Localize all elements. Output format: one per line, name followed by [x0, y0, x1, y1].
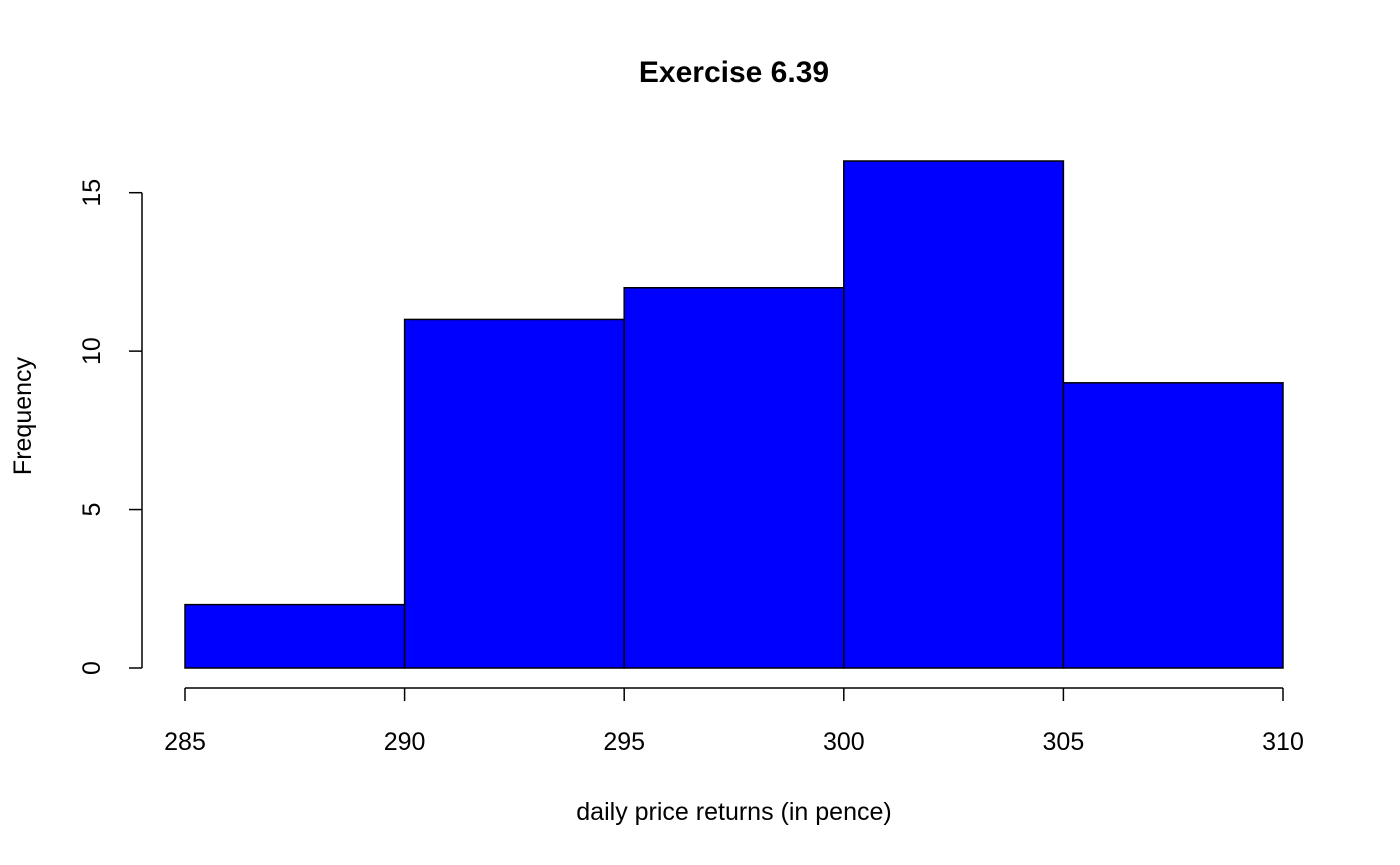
- x-tick-label-290: 290: [384, 728, 426, 756]
- histogram-bar-290-295: [403, 318, 625, 669]
- x-axis-label: daily price returns (in pence): [576, 798, 891, 826]
- y-tick-label-15: 15: [78, 179, 106, 207]
- histogram-bar-295-300: [623, 287, 845, 669]
- x-tick-label-305: 305: [1043, 728, 1085, 756]
- x-tick-label-310: 310: [1262, 728, 1304, 756]
- y-tick-label-10: 10: [78, 337, 106, 365]
- histogram-bar-300-305: [843, 160, 1065, 669]
- y-axis: 0 5 10 15: [78, 179, 143, 675]
- histogram-bar-305-310: [1062, 382, 1284, 669]
- histogram-bar-285-290: [184, 603, 406, 669]
- y-axis-label: Frequency: [9, 356, 37, 475]
- y-tick-label-5: 5: [78, 503, 106, 517]
- y-tick-label-0: 0: [78, 661, 106, 675]
- bars-group: [184, 160, 1284, 669]
- x-tick-label-285: 285: [164, 728, 206, 756]
- x-tick-label-300: 300: [823, 728, 865, 756]
- chart-title: Exercise 6.39: [639, 56, 829, 89]
- x-tick-label-295: 295: [603, 728, 645, 756]
- x-axis: 285 290 295 300 305 310: [164, 687, 1304, 756]
